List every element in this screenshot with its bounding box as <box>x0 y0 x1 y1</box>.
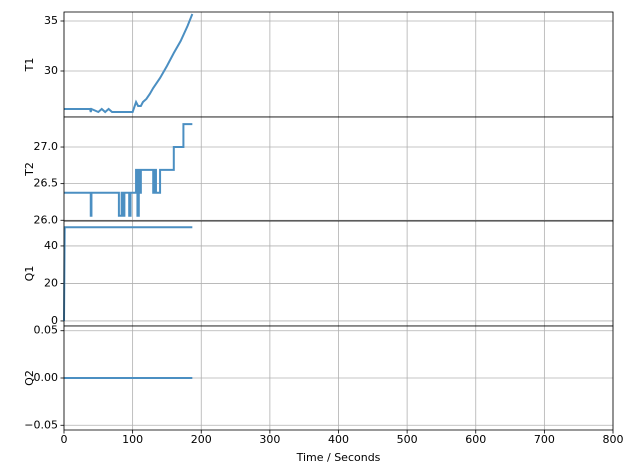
x-tick-label: 500 <box>397 433 418 446</box>
x-tick-label: 300 <box>259 433 280 446</box>
x-tick-label: 800 <box>603 433 624 446</box>
data-line <box>64 13 194 114</box>
x-tick-label: 600 <box>465 433 486 446</box>
y-axis-label: T1 <box>23 58 36 73</box>
y-tick-label: 35 <box>44 14 58 27</box>
y-tick-label: 26.0 <box>34 213 59 226</box>
y-tick-label: 27.0 <box>34 140 59 153</box>
y-axis-label: Q1 <box>23 266 36 282</box>
x-tick-label: 100 <box>122 433 143 446</box>
data-line <box>64 123 193 217</box>
y-tick-label: 40 <box>44 239 58 252</box>
x-axis-label: Time / Seconds <box>296 451 381 464</box>
y-axis-label: Q2 <box>23 370 36 386</box>
x-tick-label: 400 <box>328 433 349 446</box>
y-tick-label: −0.05 <box>24 418 58 431</box>
x-tick-label: 200 <box>191 433 212 446</box>
x-tick-label: 0 <box>61 433 68 446</box>
plot-frame <box>63 325 614 431</box>
y-tick-label: 26.5 <box>34 177 59 190</box>
y-tick-label: 0 <box>51 314 58 327</box>
y-tick-label: 30 <box>44 64 58 77</box>
x-tick-label: 700 <box>534 433 555 446</box>
y-axis-label: T2 <box>23 162 36 177</box>
y-tick-label: 0.05 <box>34 324 59 337</box>
y-tick-label: 20 <box>44 276 58 289</box>
y-tick-label: 0.00 <box>34 371 59 384</box>
